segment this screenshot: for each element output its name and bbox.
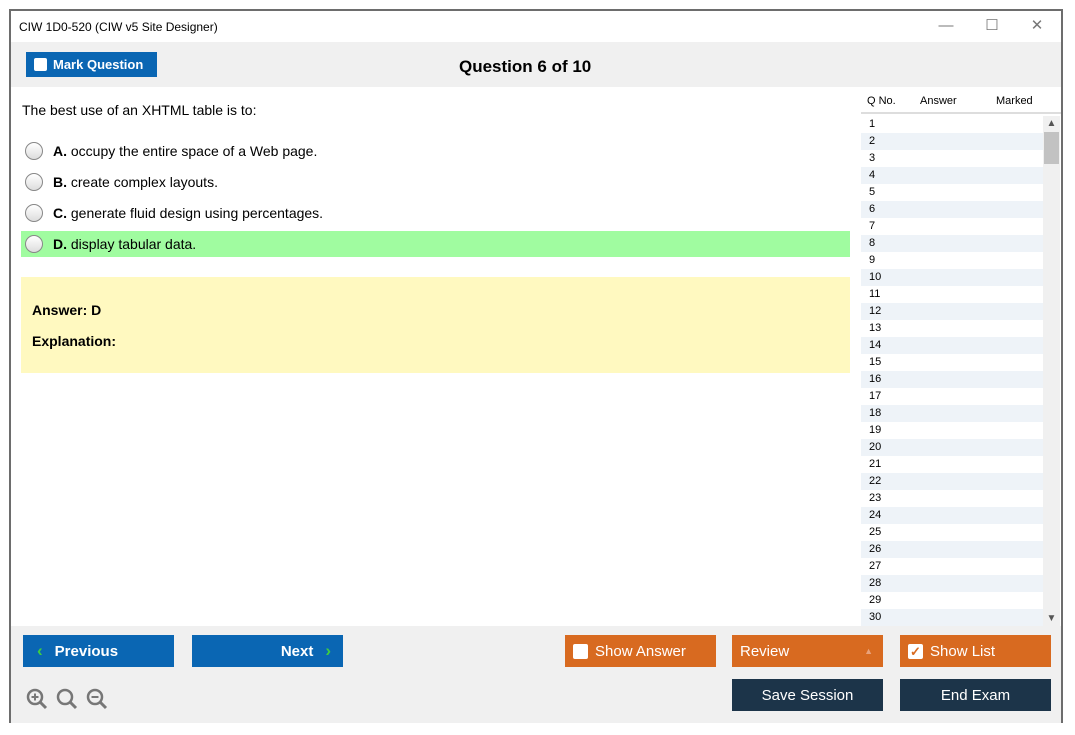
option-letter: D. — [53, 236, 67, 252]
list-row[interactable]: 19 — [869, 424, 882, 436]
review-dropdown[interactable]: Review ▲ — [732, 635, 883, 667]
option-b[interactable]: B. create complex layouts. — [21, 169, 850, 195]
scroll-up-icon[interactable]: ▲ — [1046, 118, 1057, 129]
list-row[interactable]: 21 — [869, 458, 882, 470]
radio-button[interactable] — [25, 235, 43, 253]
list-row[interactable]: 3 — [869, 152, 876, 164]
list-row[interactable]: 16 — [861, 371, 1043, 388]
list-row[interactable]: 20 — [861, 439, 1043, 456]
next-button[interactable]: Next › — [192, 635, 343, 667]
radio-button[interactable] — [25, 173, 43, 191]
show-list-button[interactable]: ✓ Show List — [900, 635, 1051, 667]
zoom-out-icon[interactable] — [86, 688, 108, 710]
end-exam-button[interactable]: End Exam — [900, 679, 1051, 711]
header-answer[interactable]: Answer — [920, 95, 957, 107]
option-d[interactable]: D. display tabular data. — [21, 231, 850, 257]
radio-button[interactable] — [25, 204, 43, 222]
list-row[interactable]: 17 — [869, 390, 882, 402]
checkbox-icon — [34, 58, 47, 71]
list-row[interactable]: 29 — [869, 594, 882, 606]
list-row[interactable]: 7 — [869, 220, 876, 232]
checkbox-icon — [573, 643, 588, 659]
option-letter: B. — [53, 174, 67, 190]
list-row[interactable]: 25 — [869, 526, 882, 538]
answer-box: Answer: D Explanation: — [21, 277, 850, 373]
previous-label: Previous — [54, 642, 119, 660]
option-letter: C. — [53, 205, 67, 221]
mark-question-label: Mark Question — [53, 57, 144, 72]
list-row[interactable]: 2 — [861, 133, 1043, 150]
window-title: CIW 1D0-520 (CIW v5 Site Designer) — [19, 20, 218, 34]
show-list-label: Show List — [930, 642, 996, 660]
option-c[interactable]: C. generate fluid design using percentag… — [21, 200, 850, 226]
header-marked[interactable]: Marked — [996, 95, 1033, 107]
zoom-in-icon[interactable] — [26, 688, 48, 710]
scrollbar[interactable]: ▲ ▼ — [1043, 116, 1060, 626]
previous-button[interactable]: ‹ Previous — [23, 635, 174, 667]
list-row[interactable]: 22 — [861, 473, 1043, 490]
scroll-down-icon[interactable]: ▼ — [1046, 613, 1057, 624]
question-counter: Question 6 of 10 — [459, 57, 592, 76]
show-answer-label: Show Answer — [595, 642, 686, 660]
list-row[interactable]: 14 — [861, 337, 1043, 354]
list-row[interactable]: 4 — [861, 167, 1043, 184]
explanation-label: Explanation: — [32, 333, 117, 349]
chevron-left-icon: ‹ — [37, 641, 43, 660]
list-row[interactable]: 13 — [869, 322, 882, 334]
list-row[interactable]: 24 — [861, 507, 1043, 524]
minimize-button[interactable]: — — [938, 17, 954, 34]
option-letter: A. — [53, 143, 67, 159]
list-row[interactable]: 11 — [869, 288, 881, 300]
radio-button[interactable] — [25, 142, 43, 160]
list-row[interactable]: 12 — [861, 303, 1043, 320]
next-label: Next — [280, 642, 314, 660]
list-row[interactable]: 8 — [861, 235, 1043, 252]
option-text: create complex layouts. — [70, 174, 218, 190]
list-row[interactable]: 9 — [869, 254, 876, 266]
option-text: display tabular data. — [70, 236, 197, 252]
scrollbar-thumb[interactable] — [1044, 132, 1059, 164]
close-button[interactable]: ✕ — [1030, 17, 1044, 34]
list-row[interactable]: 23 — [869, 492, 882, 504]
list-row[interactable]: 26 — [861, 541, 1043, 558]
bottom-bar: ‹ Previous Next › Show Answer Review ▲ ✓… — [11, 626, 1061, 723]
list-row[interactable]: 10 — [861, 269, 1043, 286]
option-text: occupy the entire space of a Web page. — [70, 143, 318, 159]
app-window: CIW 1D0-520 (CIW v5 Site Designer) — ☐ ✕… — [9, 9, 1063, 723]
show-answer-button[interactable]: Show Answer — [565, 635, 716, 667]
list-row[interactable]: 18 — [861, 405, 1043, 422]
answer-label: Answer: D — [32, 302, 102, 318]
list-row[interactable]: 30 — [861, 609, 1043, 626]
option-a[interactable]: A. occupy the entire space of a Web page… — [21, 138, 850, 164]
toolbar: Mark Question Question 6 of 10 — [11, 42, 1061, 87]
maximize-button[interactable]: ☐ — [985, 17, 999, 34]
question-list: Q No. Answer Marked 1 2 3 4 5 6 7 8 9 10 11 12 13 14 1… — [861, 87, 1061, 626]
caret-up-icon: ▲ — [864, 646, 873, 656]
checkbox-checked-icon: ✓ — [908, 643, 923, 659]
mark-question-button[interactable]: Mark Question — [26, 52, 157, 77]
header-qno[interactable]: Q No. — [867, 95, 896, 107]
save-session-button[interactable]: Save Session — [732, 679, 883, 711]
review-label: Review — [740, 642, 790, 660]
title-bar: CIW 1D0-520 (CIW v5 Site Designer) — ☐ ✕ — [11, 11, 1061, 42]
list-row[interactable]: 5 — [869, 186, 876, 198]
list-row[interactable]: 27 — [869, 560, 882, 572]
list-header: Q No. Answer Marked — [861, 87, 1061, 114]
zoom-reset-icon[interactable] — [56, 688, 78, 710]
question-text: The best use of an XHTML table is to: — [22, 102, 257, 118]
question-area: The best use of an XHTML table is to: A.… — [11, 87, 861, 626]
list-row[interactable]: 1 — [869, 118, 876, 130]
chevron-right-icon: › — [325, 641, 331, 660]
list-row[interactable]: 6 — [861, 201, 1043, 218]
option-text: generate fluid design using percentages. — [70, 205, 324, 221]
list-row[interactable]: 15 — [869, 356, 882, 368]
list-row[interactable]: 28 — [861, 575, 1043, 592]
